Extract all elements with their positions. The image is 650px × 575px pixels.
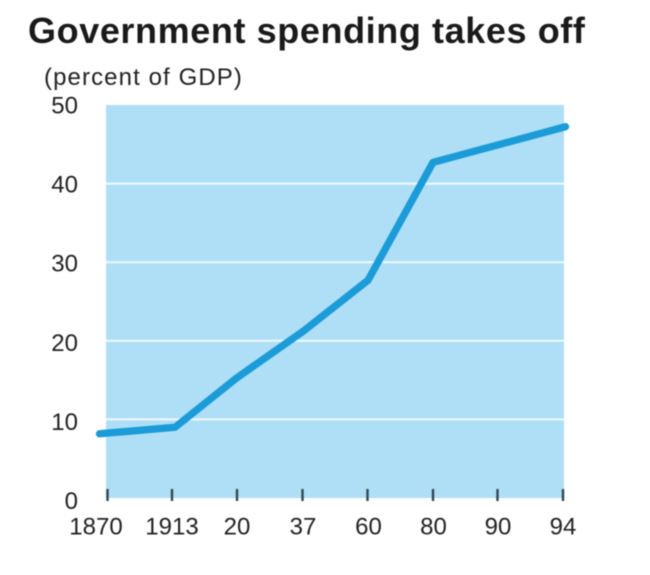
svg-text:94: 94: [550, 513, 577, 540]
svg-text:80: 80: [420, 513, 447, 540]
svg-text:37: 37: [290, 513, 317, 540]
svg-text:(percent of GDP): (percent of GDP): [44, 64, 243, 91]
svg-text:20: 20: [51, 330, 78, 357]
svg-text:1913: 1913: [145, 513, 198, 540]
svg-text:Government spending takes off: Government spending takes off: [28, 10, 586, 51]
svg-text:0: 0: [65, 488, 78, 515]
svg-text:50: 50: [51, 92, 78, 119]
svg-text:30: 30: [51, 251, 78, 278]
svg-text:20: 20: [224, 513, 251, 540]
svg-text:1870: 1870: [69, 513, 122, 540]
svg-text:40: 40: [51, 171, 78, 198]
svg-text:90: 90: [485, 513, 512, 540]
svg-text:10: 10: [51, 409, 78, 436]
svg-text:60: 60: [355, 513, 382, 540]
